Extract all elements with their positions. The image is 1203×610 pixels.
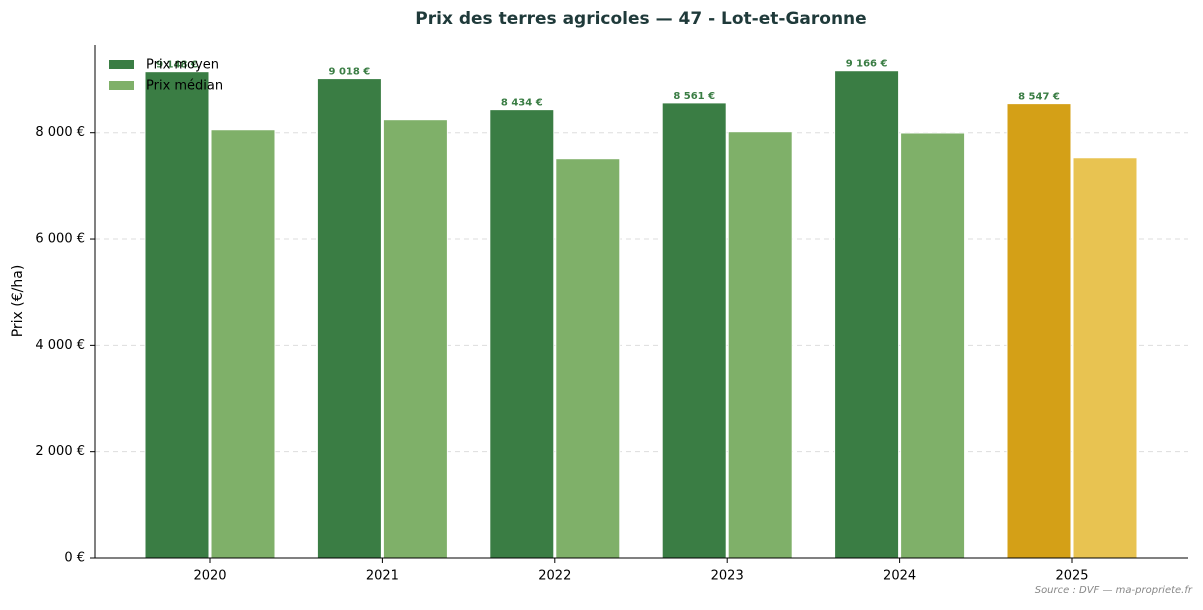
- bar: [555, 158, 621, 559]
- x-tick-label: 2025: [1055, 569, 1088, 584]
- x-tick-label: 2020: [193, 569, 226, 584]
- bar: [834, 70, 900, 559]
- y-tick-label: 4 000 €: [35, 338, 85, 353]
- x-tick-label: 2022: [538, 569, 571, 584]
- x-tick-label: 2021: [366, 569, 399, 584]
- value-label: 9 148 €: [156, 60, 198, 71]
- source: Source : DVF — ma-propriete.fr: [1035, 585, 1193, 596]
- x-tick-label: 2023: [711, 569, 744, 584]
- y-tick-label: 0 €: [64, 551, 85, 566]
- bar: [1072, 157, 1138, 559]
- y-tick-label: 2 000 €: [35, 444, 85, 459]
- legend-swatch: [109, 60, 134, 69]
- chart-title: Prix des terres agricoles — 47 - Lot-et-…: [415, 9, 866, 29]
- legend-label: Prix moyen: [146, 58, 219, 73]
- bar: [661, 102, 727, 559]
- bar: [727, 131, 793, 559]
- bar: [1006, 103, 1072, 559]
- bar: [900, 132, 966, 559]
- legend-label: Prix médian: [146, 79, 223, 94]
- bar: [210, 129, 276, 559]
- y-tick-label: 6 000 €: [35, 232, 85, 247]
- value-label: 9 018 €: [329, 67, 371, 78]
- value-label: 8 561 €: [673, 91, 715, 102]
- bar: [382, 119, 448, 559]
- value-label: 8 434 €: [501, 98, 543, 109]
- value-label: 8 547 €: [1018, 92, 1060, 103]
- legend-swatch: [109, 81, 134, 90]
- x-tick-label: 2024: [883, 569, 916, 584]
- value-label: 9 166 €: [846, 59, 888, 70]
- y-tick-label: 8 000 €: [35, 125, 85, 140]
- bar: [489, 109, 555, 559]
- bar: [144, 71, 210, 559]
- y-axis-label: Prix (€/ha): [10, 265, 26, 338]
- bar: [316, 78, 382, 559]
